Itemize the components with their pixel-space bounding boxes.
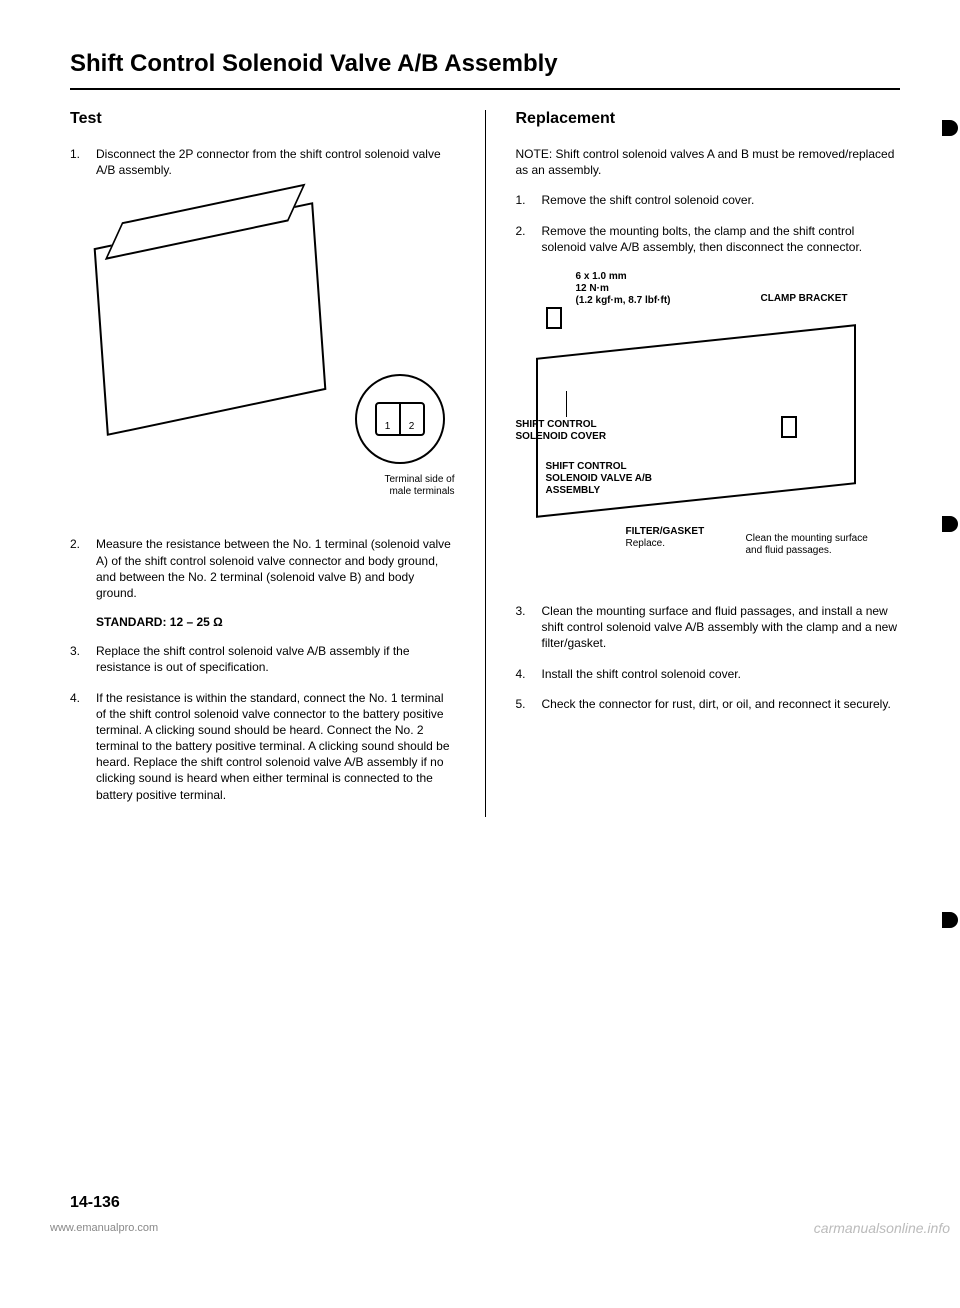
label-line: Clean the mounting surface [746,533,868,544]
replacement-step-2: 2. Remove the mounting bolts, the clamp … [516,223,901,255]
step-number: 3. [70,643,84,675]
label-line: 12 N·m [576,283,609,294]
pin-2: 2 [401,404,423,434]
label-line: SHIFT CONTROL [546,461,627,472]
clamp-bracket-label: CLAMP BRACKET [761,293,848,305]
step-text: Remove the mounting bolts, the clamp and… [542,223,901,255]
two-column-layout: Test 1. Disconnect the 2P connector from… [70,110,900,817]
replacement-note: NOTE: Shift control solenoid valves A an… [516,146,901,178]
column-divider [485,110,486,817]
label-line: FILTER/GASKET [626,526,705,537]
right-column: Replacement NOTE: Shift control solenoid… [516,110,901,817]
caption-line: male terminals [389,486,454,497]
page-number: 14-136 [70,1194,120,1212]
solenoid-cover-label: SHIFT CONTROL SOLENOID COVER [516,419,607,443]
replacement-step-1: 1. Remove the shift control solenoid cov… [516,192,901,208]
test-step-1: 1. Disconnect the 2P connector from the … [70,146,455,178]
watermark-left: www.emanualpro.com [50,1222,158,1234]
caption-line: Terminal side of [384,474,454,485]
step-number: 4. [70,690,84,803]
step-number: 5. [516,696,530,712]
assembly-figure: 6 x 1.0 mm 12 N·m (1.2 kgf·m, 8.7 lbf·ft… [516,271,901,581]
step-text: Install the shift control solenoid cover… [542,666,901,682]
terminal-caption: Terminal side of male terminals [384,474,454,498]
step-text: Disconnect the 2P connector from the shi… [96,146,455,178]
left-column: Test 1. Disconnect the 2P connector from… [70,110,455,817]
step-text: Replace the shift control solenoid valve… [96,643,455,675]
test-heading: Test [70,110,455,128]
connector-plug: 1 2 [375,402,425,436]
thumb-mark-icon [942,516,958,532]
standard-spec: STANDARD: 12 – 25 Ω [96,615,455,629]
filter-gasket-label: FILTER/GASKET Replace. [626,526,705,550]
step-text: Check the connector for rust, dirt, or o… [542,696,901,712]
leader-line [566,391,567,417]
step-number: 2. [70,536,84,601]
step-number: 3. [516,603,530,652]
label-line: SOLENOID COVER [516,431,607,442]
step-number: 1. [516,192,530,208]
connector-detail-circle: 1 2 [355,374,445,464]
replacement-step-3: 3. Clean the mounting surface and fluid … [516,603,901,652]
solenoid-connector-figure: 1 2 Terminal side of male terminals [70,194,455,514]
label-line: 6 x 1.0 mm [576,271,627,282]
replacement-heading: Replacement [516,110,901,128]
test-step-3: 3. Replace the shift control solenoid va… [70,643,455,675]
thumb-index-marks [942,120,958,1308]
label-line: Replace. [626,538,665,549]
label-line: SOLENOID VALVE A/B [546,473,653,484]
label-line: SHIFT CONTROL [516,419,597,430]
replacement-step-4: 4. Install the shift control solenoid co… [516,666,901,682]
step-number: 4. [516,666,530,682]
solenoid-assy-label: SHIFT CONTROL SOLENOID VALVE A/B ASSEMBL… [546,461,653,497]
watermark-right: carmanualsonline.info [814,1220,950,1236]
step-number: 2. [516,223,530,255]
bolt-icon [781,416,797,438]
test-step-4: 4. If the resistance is within the stand… [70,690,455,803]
page-title: Shift Control Solenoid Valve A/B Assembl… [70,50,900,78]
step-text: Remove the shift control solenoid cover. [542,192,901,208]
title-rule [70,88,900,90]
step-number: 1. [70,146,84,178]
step-text: Clean the mounting surface and fluid pas… [542,603,901,652]
pin-1: 1 [377,404,401,434]
replacement-step-5: 5. Check the connector for rust, dirt, o… [516,696,901,712]
thumb-mark-icon [942,120,958,136]
label-line: ASSEMBLY [546,485,601,496]
clean-surface-label: Clean the mounting surface and fluid pas… [746,533,868,557]
label-line: and fluid passages. [746,545,832,556]
label-line: (1.2 kgf·m, 8.7 lbf·ft) [576,295,671,306]
solenoid-illustration [94,202,327,436]
step-text: Measure the resistance between the No. 1… [96,536,455,601]
step-text: If the resistance is within the standard… [96,690,455,803]
thumb-mark-icon [942,912,958,928]
bolt-icon [546,307,562,329]
bolt-spec-label: 6 x 1.0 mm 12 N·m (1.2 kgf·m, 8.7 lbf·ft… [576,271,671,307]
test-step-2: 2. Measure the resistance between the No… [70,536,455,601]
